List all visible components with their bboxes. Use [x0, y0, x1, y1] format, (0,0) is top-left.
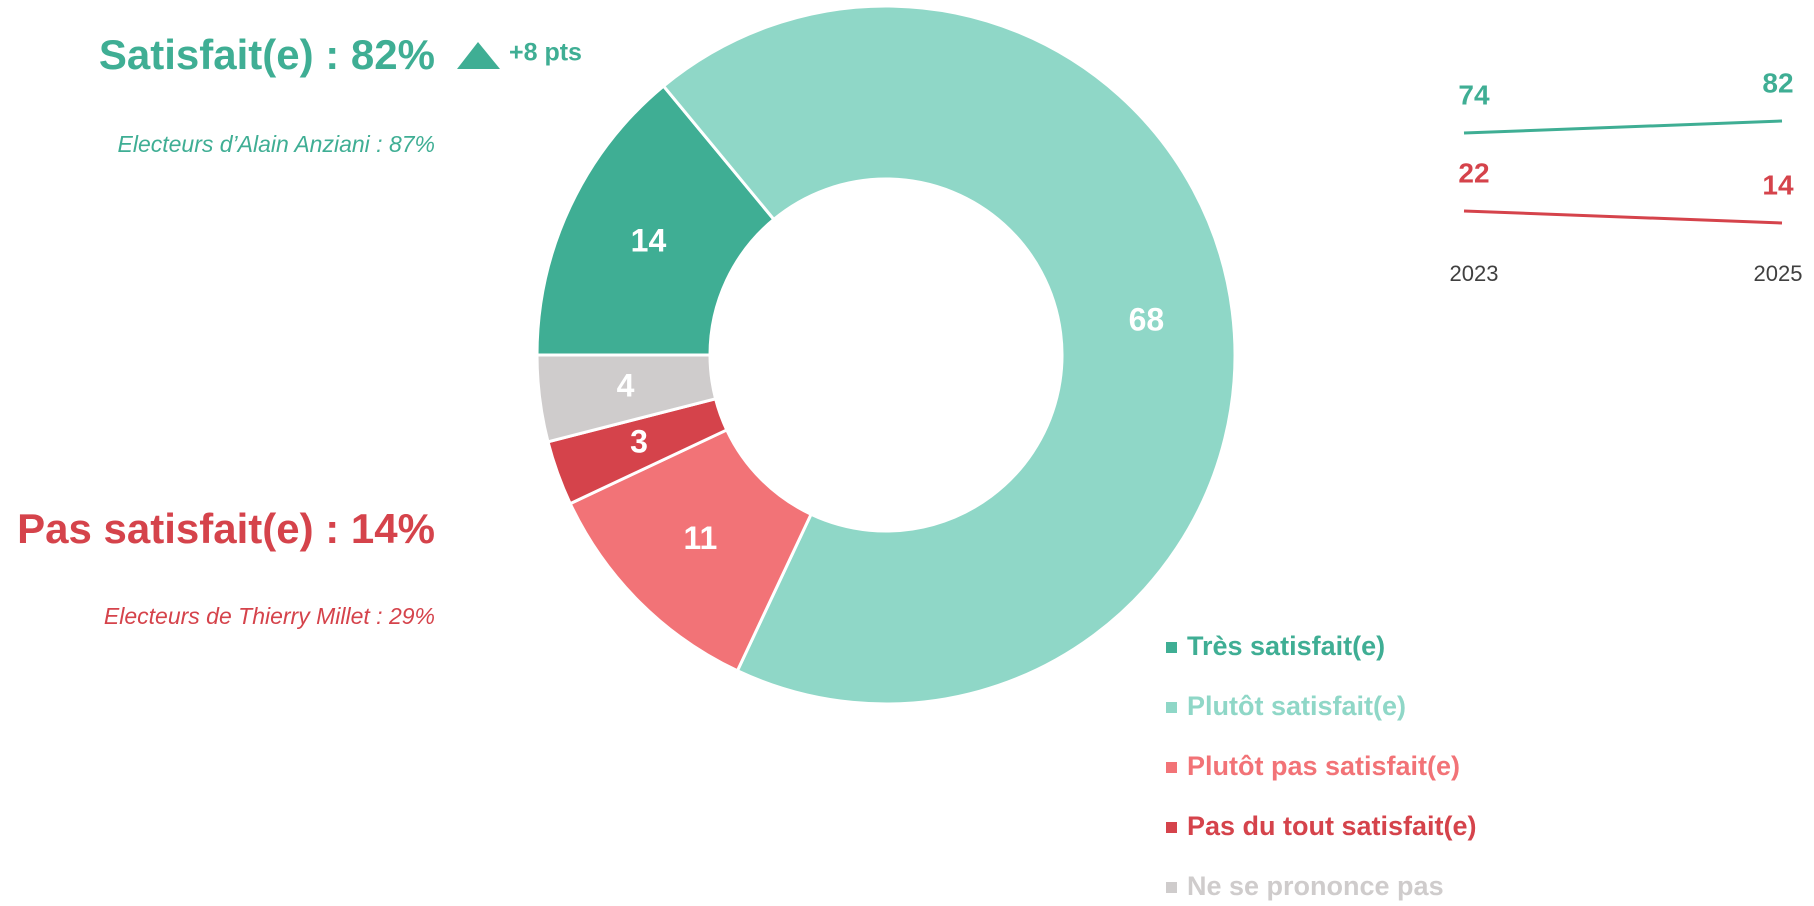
slice-label: 11 [683, 520, 717, 556]
line [1463, 209, 1783, 225]
legend-label: Plutôt pas satisfait(e) [1187, 751, 1460, 781]
point-label: 22 [1458, 157, 1489, 188]
legend-label: Plutôt satisfait(e) [1187, 691, 1406, 721]
slice-label: 14 [631, 223, 667, 259]
legend-label: Très satisfait(e) [1187, 631, 1385, 661]
legend-swatch [1166, 762, 1177, 773]
legend-label: Ne se prononce pas [1187, 871, 1444, 901]
legend-swatch [1166, 642, 1177, 653]
line [1463, 119, 1783, 135]
legend-swatch [1166, 822, 1177, 833]
delta-label: +8 pts [509, 39, 582, 67]
point-label: 82 [1762, 67, 1793, 98]
summary-note: Electeurs d’Alain Anziani : 87% [118, 131, 436, 157]
legend-label: Pas du tout satisfait(e) [1187, 811, 1477, 841]
x-tick-label: 2023 [1450, 261, 1499, 286]
x-tick-label: 2025 [1754, 261, 1803, 286]
donut-slice [535, 83, 776, 357]
donut-slice [661, 4, 1237, 706]
summary-title: Satisfait(e) : 82% [99, 31, 435, 78]
summary-title: Pas satisfait(e) : 14% [17, 505, 435, 552]
point-label: 74 [1458, 79, 1490, 110]
slice-label: 3 [630, 423, 648, 459]
legend-swatch [1166, 702, 1177, 713]
point-label: 14 [1762, 169, 1794, 200]
delta-arrow [457, 42, 500, 69]
slice-label: 68 [1129, 302, 1165, 338]
summary-note: Electeurs de Thierry Millet : 29% [104, 603, 435, 629]
donut-slice [535, 353, 718, 444]
legend-swatch [1166, 882, 1177, 893]
slice-label: 4 [617, 367, 635, 403]
